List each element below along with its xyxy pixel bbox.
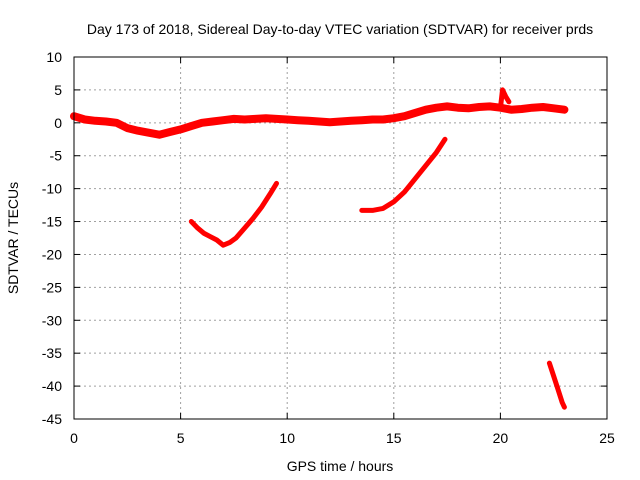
y-tick-label: 10 <box>46 49 62 65</box>
y-tick-label: -30 <box>42 312 62 328</box>
series-line-spike <box>497 87 512 111</box>
series-line-arc-3 <box>546 360 567 410</box>
x-tick-label: 5 <box>177 430 185 446</box>
x-tick-label: 10 <box>279 430 295 446</box>
chart-title: Day 173 of 2018, Sidereal Day-to-day VTE… <box>87 21 593 37</box>
x-tick-label: 25 <box>599 430 615 446</box>
y-tick-label: -40 <box>42 378 62 394</box>
y-tick-label: -35 <box>42 345 62 361</box>
y-tick-label: -45 <box>42 411 62 427</box>
y-tick-label: 5 <box>54 82 62 98</box>
series-line-arc-2 <box>359 136 448 213</box>
x-tick-label: 0 <box>70 430 78 446</box>
x-tick-label: 20 <box>493 430 509 446</box>
y-tick-label: -10 <box>42 181 62 197</box>
y-tick-label: 0 <box>54 115 62 131</box>
series-line-arc-1 <box>188 180 279 248</box>
y-tick-label: -25 <box>42 279 62 295</box>
y-axis-label: SDTVAR / TECUs <box>5 182 21 294</box>
y-tick-label: -20 <box>42 246 62 262</box>
series-line-main <box>70 102 569 139</box>
series-layer <box>70 87 569 410</box>
y-tick-label: -5 <box>50 148 63 164</box>
y-tick-label: -15 <box>42 214 62 230</box>
x-tick-label: 15 <box>386 430 402 446</box>
tick-layer: 0 5 10 15 20 25 10 5 0 -5 -10 -15 -20 -25 -30 -35 -40 -45 <box>42 49 615 446</box>
plot-frame <box>73 56 608 420</box>
x-axis-label: GPS time / hours <box>287 458 394 474</box>
